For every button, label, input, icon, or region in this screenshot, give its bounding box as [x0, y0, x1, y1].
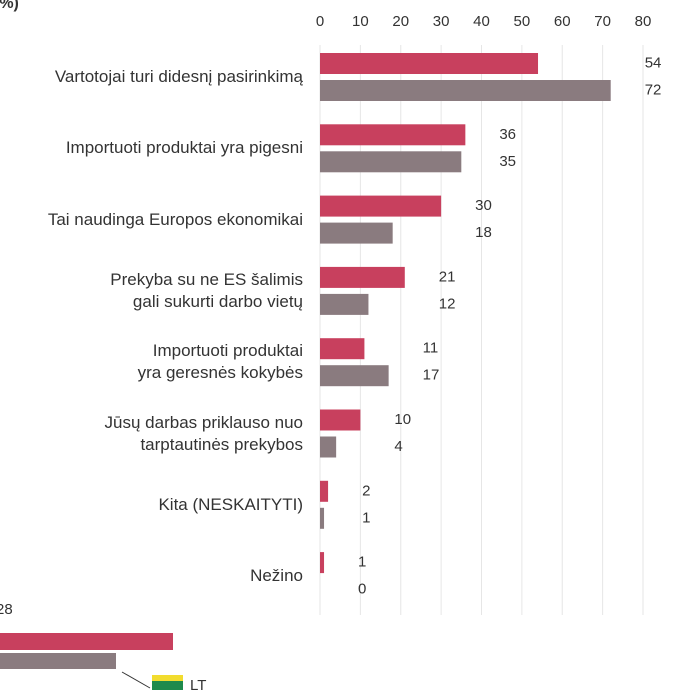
inset-label: 28: [0, 601, 13, 618]
data-label: 21: [439, 268, 456, 285]
y-tick-label: Importuoti produktai yra geresnės kokybė…: [137, 341, 303, 383]
bar: [320, 53, 539, 74]
x-tick-label: 0: [316, 13, 324, 30]
y-tick-label: Nežino: [250, 566, 303, 586]
y-tick-label: Jūsų darbas priklauso nuo tarptautinės p…: [104, 412, 303, 454]
data-label: 30: [475, 197, 492, 214]
bar: [320, 80, 611, 101]
data-label: 54: [645, 54, 662, 71]
inset-bar: [0, 653, 116, 669]
x-tick-label: 20: [392, 13, 409, 30]
bar: [320, 480, 329, 502]
bar: [320, 293, 369, 315]
y-tick-label: Prekyba su ne ES šalimis gali sukurti da…: [110, 269, 303, 311]
bar: [320, 436, 337, 458]
x-tick-label: 60: [554, 13, 571, 30]
data-label: 10: [394, 411, 411, 428]
data-label: 17: [423, 367, 440, 384]
data-label: 18: [475, 224, 492, 241]
y-tick-label: Tai naudinga Europos ekonomikai: [47, 209, 303, 229]
x-tick-label: 40: [473, 13, 490, 30]
inset-leader: [121, 671, 151, 689]
x-tick-label: 80: [635, 13, 652, 30]
bar: [320, 409, 361, 431]
data-label: 1: [358, 554, 366, 571]
y-tick-label: Importuoti produktai yra pigesni: [65, 138, 303, 158]
bar: [320, 552, 325, 574]
data-label: 11: [423, 340, 439, 357]
flag: [152, 675, 183, 681]
data-label: 1: [362, 509, 370, 526]
y-tick-label: Kita (NESKAITYTI): [158, 494, 303, 514]
x-tick-label: 70: [594, 13, 611, 30]
chart-title: (%): [0, 0, 19, 12]
data-label: 0: [358, 581, 366, 598]
data-label: 12: [439, 295, 456, 312]
x-tick-label: 10: [352, 13, 369, 30]
bar: [320, 507, 325, 529]
inset-bar: [0, 633, 173, 650]
data-label: 72: [645, 81, 662, 98]
data-label: 4: [394, 438, 402, 455]
bar: [320, 365, 389, 387]
bar: [320, 151, 462, 173]
data-label: 35: [499, 153, 516, 170]
bar: [320, 124, 466, 146]
x-tick-label: 50: [514, 13, 531, 30]
data-label: 2: [362, 482, 370, 499]
data-label: 36: [499, 126, 516, 143]
y-tick-label: Vartotojai turi didesnį pasirinkimą: [54, 67, 303, 86]
bar: [320, 338, 365, 360]
bar: [320, 195, 442, 217]
bar: [320, 222, 393, 244]
x-tick-label: 30: [433, 13, 450, 30]
bar: [320, 266, 405, 288]
flag: [152, 681, 183, 690]
inset-flag-label: LT: [190, 677, 206, 690]
